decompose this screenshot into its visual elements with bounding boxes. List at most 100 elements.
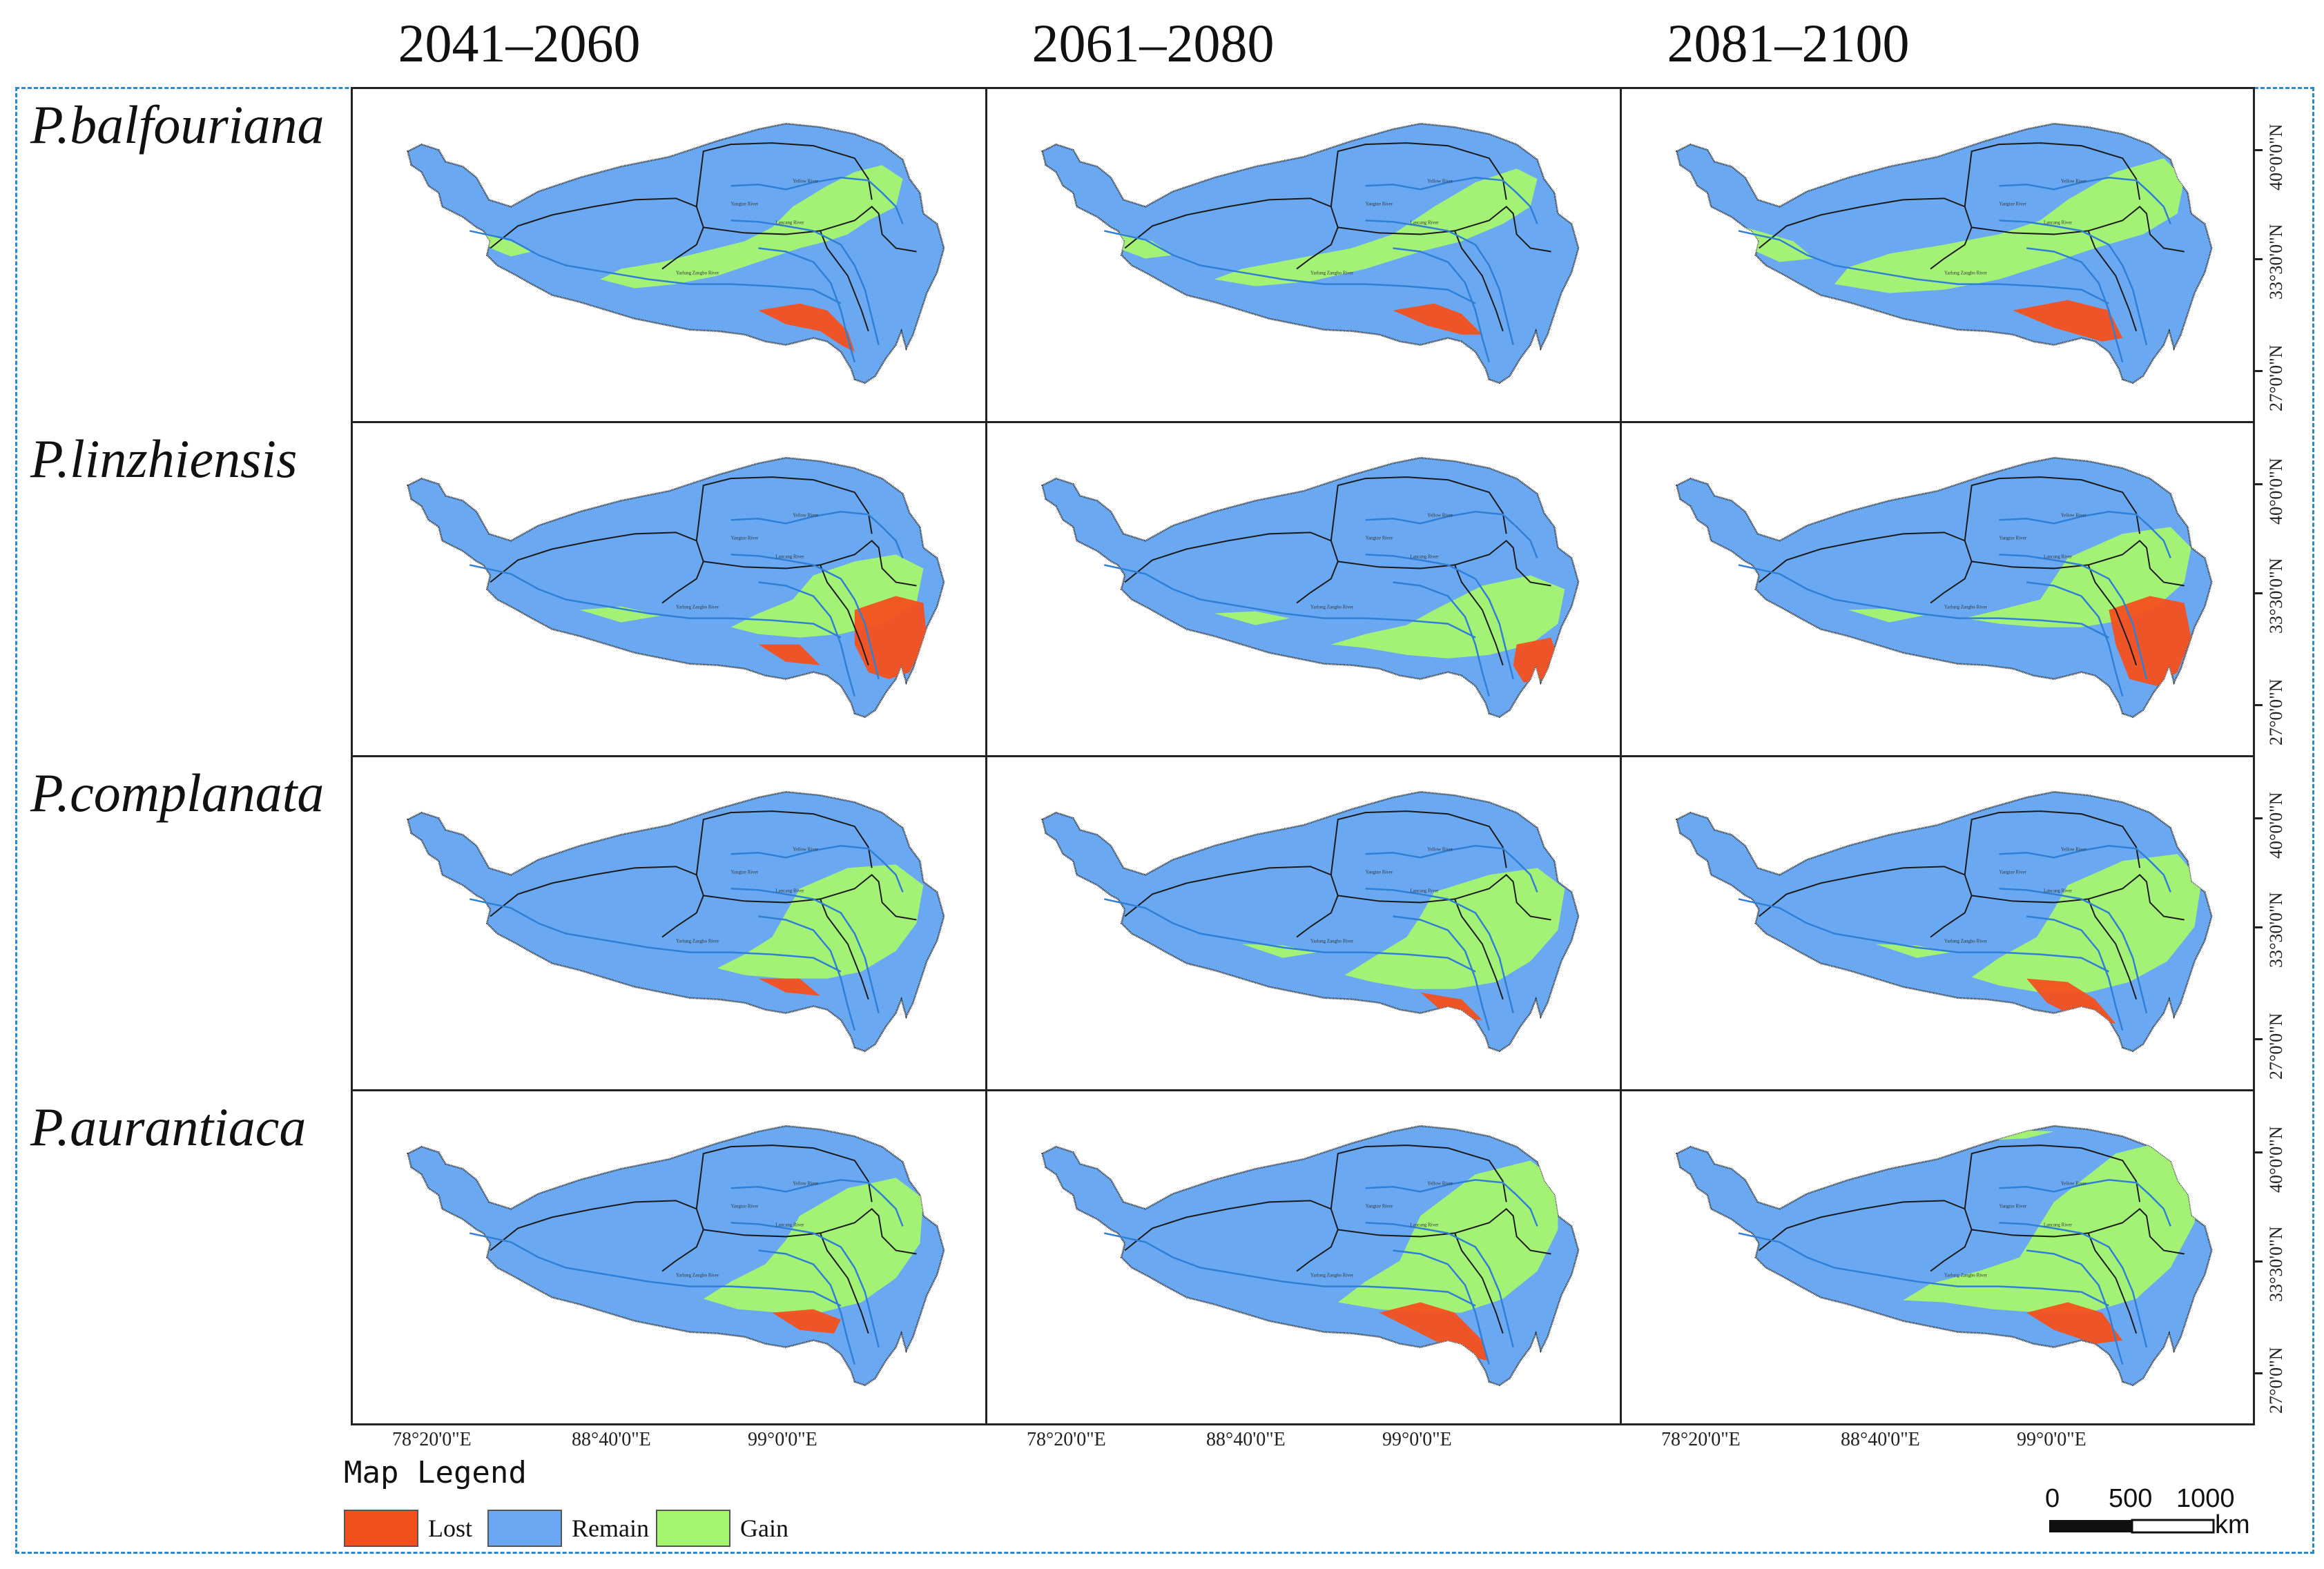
gain-area <box>579 606 663 623</box>
river-line <box>1103 230 1476 304</box>
lost-area <box>1393 303 1482 335</box>
province-boundary <box>820 565 869 666</box>
province-boundary <box>1124 532 1339 604</box>
lancang-river-label: Lancang River <box>1410 888 1439 893</box>
lost-area <box>2109 596 2191 686</box>
lost-area <box>2013 300 2123 342</box>
yellow-river-label: Yellow River <box>793 1180 819 1186</box>
map-panel-r3-c3: Yellow River Yangtze River Lancang River Ya… <box>1620 755 2255 1091</box>
longitude-label: 99°0'0"E <box>1382 1429 1452 1450</box>
river-line <box>730 1222 880 1348</box>
plateau-map: Yellow River Yangtze River Lancang River Ya… <box>1041 456 1580 719</box>
lancang-river-label: Lancang River <box>2044 554 2073 559</box>
province-boundary <box>1337 874 1551 921</box>
lat-tick <box>2253 370 2263 372</box>
gain-area <box>1241 944 1317 958</box>
province-boundary <box>703 206 917 253</box>
province-boundary <box>1454 565 1504 666</box>
latitude-label: 33°30'0"N <box>2266 892 2286 968</box>
province-boundary <box>1971 874 2185 921</box>
province-boundary <box>1124 866 1339 938</box>
column-title-2: 2061–2080 <box>1032 13 1275 73</box>
longitude-label: 88°40'0"E <box>1841 1429 1920 1450</box>
plateau-map: Yellow River Yangtze River Lancang River Ya… <box>407 122 945 384</box>
yarlung-river-label: Yarlung Zangbo River <box>1944 271 1988 276</box>
river-line <box>1738 230 2109 304</box>
river-line <box>2026 1249 2124 1365</box>
province-boundary <box>1759 866 1973 938</box>
river-line <box>1999 1179 2171 1227</box>
lat-tick <box>2253 817 2263 819</box>
river-line <box>1999 554 2148 680</box>
river-line <box>1365 220 1514 346</box>
legend-label: Remain <box>572 1514 649 1542</box>
latitude-label: 40°0'0"N <box>2266 124 2286 191</box>
map-panel-r3-c2: Yellow River Yangtze River Lancang River Ya… <box>985 755 1622 1091</box>
province-boundary <box>1759 197 1973 270</box>
lost-area <box>772 1309 841 1334</box>
river-line <box>1365 845 1538 893</box>
gain-area <box>1903 1140 2198 1313</box>
province-boundary <box>2087 565 2138 666</box>
gain-area <box>483 234 532 257</box>
river-line <box>1103 1232 1476 1307</box>
river-line <box>1999 1222 2148 1348</box>
gain-area <box>717 864 924 979</box>
longitude-label: 78°20'0"E <box>1027 1429 1106 1450</box>
lost-area <box>758 978 821 996</box>
map-panel-r2-c3: Yellow River Yangtze River Lancang River Ya… <box>1620 421 2255 757</box>
yellow-river-label: Yellow River <box>1427 512 1453 518</box>
yarlung-river-label: Yarlung Zangbo River <box>676 1273 719 1278</box>
yarlung-river-label: Yarlung Zangbo River <box>1944 605 1988 610</box>
river-line <box>758 915 856 1031</box>
legend-swatch <box>487 1510 562 1547</box>
river-line <box>1365 554 1514 680</box>
river-line <box>1999 220 2148 346</box>
latitude-label: 33°30'0"N <box>2266 558 2286 634</box>
province-boundary <box>1964 810 2141 875</box>
yellow-river-label: Yellow River <box>793 512 819 518</box>
yangtze-river-label: Yangtze River <box>1366 869 1393 875</box>
legend-swatch <box>656 1510 730 1547</box>
lat-tick <box>2253 704 2263 706</box>
lat-tick <box>2253 258 2263 260</box>
legend-item-gain: Gain <box>656 1509 788 1548</box>
river-line <box>758 581 856 697</box>
longitude-label: 88°40'0"E <box>1206 1429 1286 1450</box>
river-line <box>1393 915 1491 1031</box>
river-line <box>730 177 904 224</box>
gain-area <box>1971 854 2202 993</box>
province-boundary <box>1330 476 1507 541</box>
river-line <box>1738 898 2109 973</box>
province-boundary <box>703 1208 917 1255</box>
map-panel-r2-c1: Yellow River Yangtze River Lancang River Ya… <box>351 421 987 757</box>
plateau-map: Yellow River Yangtze River Lancang River Ya… <box>407 790 945 1053</box>
lat-tick <box>2253 1038 2263 1040</box>
latitude-label: 27°0'0"N <box>2266 679 2286 745</box>
yangtze-river-label: Yangtze River <box>1999 535 2026 540</box>
province-boundary <box>820 231 869 332</box>
river-line <box>1393 581 1491 697</box>
yarlung-river-label: Yarlung Zangbo River <box>1944 939 1988 944</box>
province-boundary <box>1330 810 1507 875</box>
remain-area <box>1676 456 2213 719</box>
province-boundary <box>703 540 917 587</box>
province-boundary <box>1971 540 2185 587</box>
province-boundary <box>695 142 873 207</box>
legend-title: Map Legend <box>344 1455 527 1490</box>
province-boundary <box>1330 1144 1507 1209</box>
lost-area <box>1420 992 1482 1020</box>
remain-area <box>1041 122 1580 384</box>
latitude-label: 40°0'0"N <box>2266 1126 2286 1193</box>
province-boundary <box>490 197 704 270</box>
yangtze-river-label: Yangtze River <box>731 201 759 206</box>
river-line <box>1365 177 1538 224</box>
province-boundary <box>820 1233 869 1334</box>
plateau-map: Yellow River Yangtze River Lancang River Ya… <box>1676 1124 2213 1387</box>
province-boundary <box>1964 1144 2141 1209</box>
plateau-map: Yellow River Yangtze River Lancang River Ya… <box>1676 122 2213 384</box>
plateau-map: Yellow River Yangtze River Lancang River Ya… <box>1041 790 1580 1053</box>
river-line <box>730 845 904 893</box>
yarlung-river-label: Yarlung Zangbo River <box>676 605 719 610</box>
